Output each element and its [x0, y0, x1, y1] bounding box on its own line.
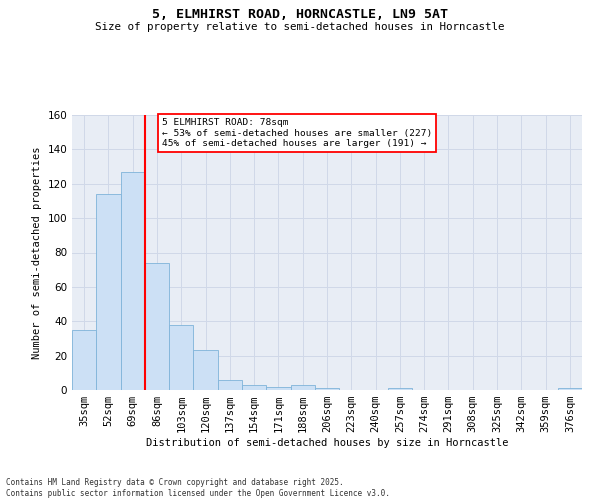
Bar [558, 388, 582, 390]
Bar [315, 388, 339, 390]
Bar [290, 385, 315, 390]
Bar [266, 386, 290, 390]
Bar [72, 330, 96, 390]
Bar [96, 194, 121, 390]
Text: 5 ELMHIRST ROAD: 78sqm
← 53% of semi-detached houses are smaller (227)
45% of se: 5 ELMHIRST ROAD: 78sqm ← 53% of semi-det… [162, 118, 432, 148]
Text: Size of property relative to semi-detached houses in Horncastle: Size of property relative to semi-detach… [95, 22, 505, 32]
Bar [145, 263, 169, 390]
Bar [242, 385, 266, 390]
Text: 5, ELMHIRST ROAD, HORNCASTLE, LN9 5AT: 5, ELMHIRST ROAD, HORNCASTLE, LN9 5AT [152, 8, 448, 20]
Bar [169, 324, 193, 390]
Bar [121, 172, 145, 390]
Bar [193, 350, 218, 390]
Bar [388, 388, 412, 390]
Text: Contains HM Land Registry data © Crown copyright and database right 2025.
Contai: Contains HM Land Registry data © Crown c… [6, 478, 390, 498]
Y-axis label: Number of semi-detached properties: Number of semi-detached properties [32, 146, 42, 359]
Bar [218, 380, 242, 390]
X-axis label: Distribution of semi-detached houses by size in Horncastle: Distribution of semi-detached houses by … [146, 438, 508, 448]
